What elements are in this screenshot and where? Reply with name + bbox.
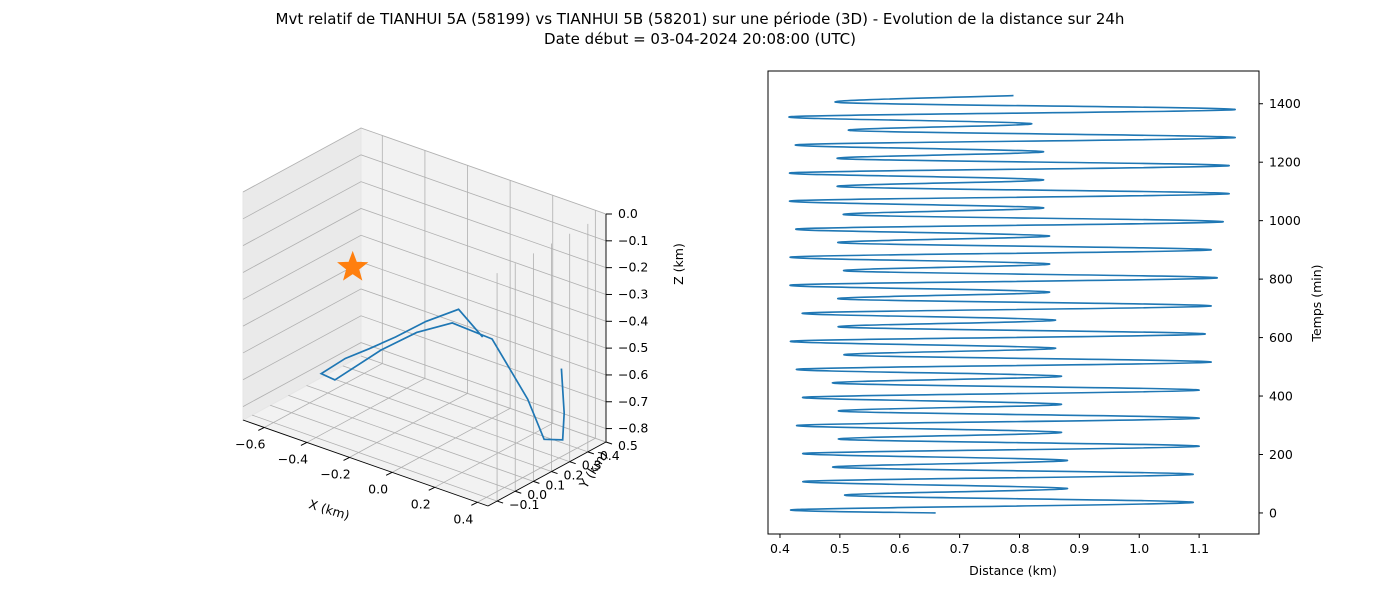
z-tick-label: −0.4 xyxy=(618,313,648,328)
x-tick-mark xyxy=(258,427,265,431)
figure-title: Mvt relatif de TIANHUI 5A (58199) vs TIA… xyxy=(275,10,1125,28)
x-tick-label: 1.0 xyxy=(1129,541,1149,556)
x-tick-label: −0.2 xyxy=(320,466,350,481)
x-axis-line xyxy=(242,419,489,507)
x-tick-label: 1.1 xyxy=(1189,541,1209,556)
y-axis-line xyxy=(487,441,607,507)
z-tick-label: −0.3 xyxy=(618,286,648,301)
y-tick-label: 0.4 xyxy=(600,448,620,463)
x-tick-label: 0.4 xyxy=(770,541,790,556)
x-tick-label: 0.6 xyxy=(890,541,910,556)
z-tick-label: −0.2 xyxy=(618,260,648,275)
x-tick-mark xyxy=(471,501,478,506)
y-tick-label: 1000 xyxy=(1269,213,1301,228)
y-tick-label: 600 xyxy=(1269,330,1293,345)
chart-3d-trajectory: −0.6−0.4−0.20.00.20.4−0.10.00.10.20.30.4… xyxy=(235,127,686,526)
gridline-z xyxy=(242,127,607,215)
y-axis-label-2d: Temps (min) xyxy=(1309,264,1324,342)
trajectory-line xyxy=(319,308,566,441)
2d-data xyxy=(788,94,1236,514)
gridline-z xyxy=(242,234,607,322)
x-tick-label: 0.2 xyxy=(411,496,431,511)
gridline-z xyxy=(242,208,607,295)
y-tick-label: 0.2 xyxy=(564,468,584,483)
y-tick-label: 0.0 xyxy=(527,487,547,502)
x-tick-label: −0.6 xyxy=(235,436,265,451)
gridline-z xyxy=(242,342,607,429)
y-tick-label: 200 xyxy=(1269,447,1293,462)
y-tick-label: 400 xyxy=(1269,389,1293,404)
3d-axes: −0.6−0.4−0.20.00.20.4−0.10.00.10.20.30.4… xyxy=(235,206,648,526)
y-tick-label: −0.1 xyxy=(509,497,539,512)
y-tick-mark xyxy=(569,461,576,465)
z-tick-label: −0.6 xyxy=(618,367,648,382)
x-tick-mark xyxy=(300,441,308,446)
plot-frame xyxy=(767,70,1260,535)
2d-ticks: 0.4 0.5 0.6 0.7 0.8 0.9 1.0 1.1 0 200 400 600 800 100… xyxy=(770,96,1301,556)
y-tick-mark xyxy=(533,480,540,484)
y-tick-label: 0.1 xyxy=(545,477,565,492)
gridline-z xyxy=(242,181,607,269)
y-tick-label: 1400 xyxy=(1269,96,1301,111)
x-tick-mark xyxy=(343,456,350,461)
z-axis-label-3d: Z (km) xyxy=(671,243,686,285)
x-tick-label: 0.7 xyxy=(950,541,970,556)
start-marker-star xyxy=(337,250,369,281)
x-tick-label: −0.4 xyxy=(278,451,308,466)
gridline-z xyxy=(242,315,607,403)
distance-series-line xyxy=(788,94,1236,514)
y-tick-label: 0.3 xyxy=(582,458,602,473)
gridline-z xyxy=(242,154,607,242)
figure-subtitle: Date début = 03-04-2024 20:08:00 (UTC) xyxy=(544,30,856,48)
z-tick-label: 0.0 xyxy=(618,206,638,221)
x-tick-label: 0.4 xyxy=(453,511,473,526)
x-tick-label: 0.9 xyxy=(1069,541,1089,556)
y-tick-mark xyxy=(551,471,558,475)
z-tick-label: −0.8 xyxy=(618,421,648,436)
y-tick-label: 800 xyxy=(1269,272,1293,287)
y-tick-label: 0 xyxy=(1269,505,1277,520)
z-tick-label: −0.1 xyxy=(618,233,648,248)
x-tick-label: 0.8 xyxy=(1010,541,1030,556)
x-tick-mark xyxy=(385,471,393,476)
y-tick-mark xyxy=(605,441,613,445)
y-tick-label: 0.5 xyxy=(618,438,638,453)
y-tick-mark xyxy=(515,490,522,494)
x-axis-label-2d: Distance (km) xyxy=(969,563,1057,578)
x-tick-label: 0.0 xyxy=(368,481,388,496)
3d-data xyxy=(319,250,566,441)
x-tick-mark xyxy=(428,486,435,491)
x-tick-label: 0.5 xyxy=(830,541,850,556)
y-tick-mark xyxy=(587,451,595,455)
y-tick-mark xyxy=(496,500,504,504)
z-tick-label: −0.5 xyxy=(618,340,648,355)
gridline-z xyxy=(242,288,607,376)
3d-gridlines xyxy=(242,127,607,503)
y-tick-label: 1200 xyxy=(1269,155,1301,170)
z-tick-label: −0.7 xyxy=(618,394,648,409)
x-axis-label-3d: X (km) xyxy=(307,496,351,523)
